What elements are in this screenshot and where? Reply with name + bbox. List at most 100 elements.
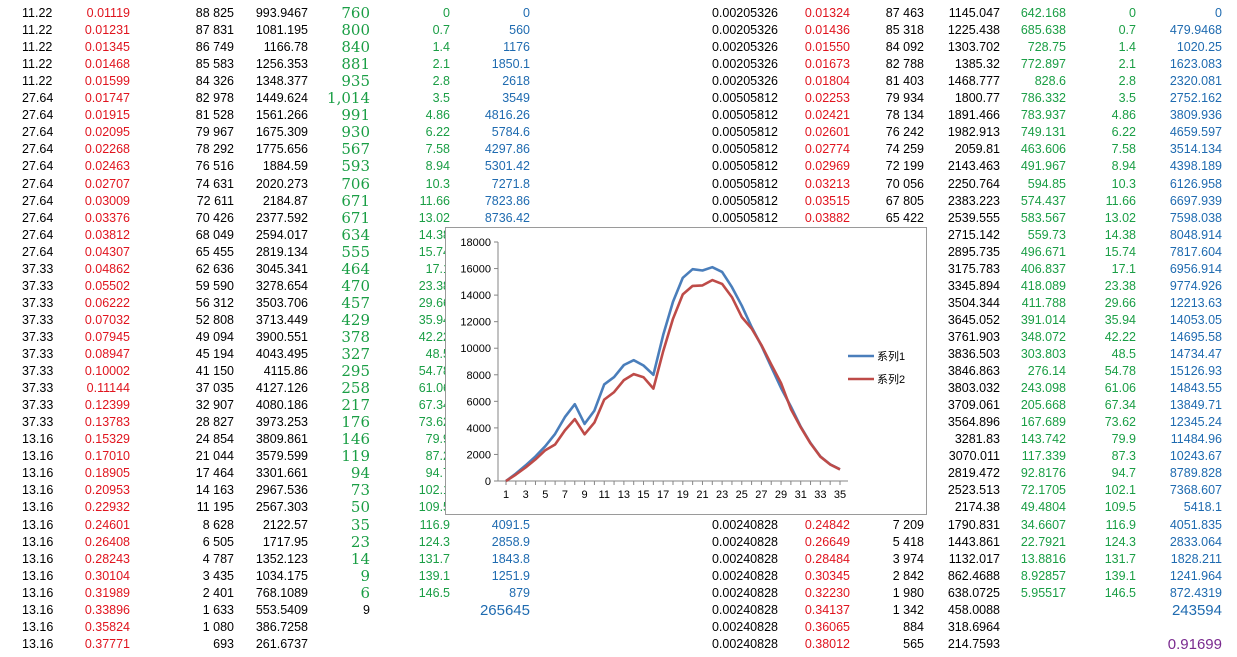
cell-h[interactable]: 0.00505812	[711, 210, 778, 225]
cell-g[interactable]: 4297.86	[484, 142, 530, 157]
cell-m[interactable]: 8.94	[1111, 159, 1136, 174]
cell-b[interactable]: 0.10002	[84, 364, 130, 379]
cell-g[interactable]: 560	[509, 23, 530, 38]
cell-j[interactable]: 76 242	[885, 125, 924, 140]
cell-a[interactable]: 13.16	[22, 585, 54, 600]
cell-f[interactable]: 131.7	[418, 551, 450, 566]
cell-n[interactable]: 0.91699	[1167, 635, 1222, 653]
cell-e[interactable]: 457	[341, 293, 370, 312]
cell-i[interactable]: 0.01550	[804, 40, 850, 55]
cell-m[interactable]: 2.8	[1118, 74, 1136, 89]
cell-h[interactable]: 0.00505812	[711, 91, 778, 106]
cell-n[interactable]: 4659.597	[1169, 125, 1222, 140]
cell-d[interactable]: 2020.273	[255, 176, 308, 191]
cell-g[interactable]: 879	[509, 585, 530, 600]
cell-a[interactable]: 13.16	[22, 466, 54, 481]
cell-k[interactable]: 638.0725	[947, 585, 1000, 600]
cell-a[interactable]: 37.33	[22, 261, 54, 276]
cell-i[interactable]: 0.03515	[804, 193, 850, 208]
cell-k[interactable]: 2715.142	[947, 227, 1000, 242]
cell-c[interactable]: 2 401	[202, 585, 234, 600]
cell-e[interactable]: 881	[341, 55, 370, 74]
cell-d[interactable]: 1081.195	[255, 23, 308, 38]
cell-g[interactable]: 1251.9	[491, 568, 530, 583]
cell-l[interactable]: 491.967	[1020, 159, 1066, 174]
cell-b[interactable]: 0.30104	[84, 568, 130, 583]
cell-i[interactable]: 0.01673	[804, 57, 850, 72]
cell-k[interactable]: 3836.503	[947, 347, 1000, 361]
cell-a[interactable]: 37.33	[22, 329, 54, 344]
cell-f[interactable]: 8.94	[425, 159, 450, 174]
cell-d[interactable]: 1449.624	[255, 91, 308, 106]
cell-j[interactable]: 65 422	[885, 210, 924, 225]
cell-e[interactable]: 295	[341, 362, 370, 381]
cell-e[interactable]: 6	[360, 583, 370, 602]
cell-k[interactable]: 3281.83	[954, 432, 1000, 447]
cell-d[interactable]: 4127.126	[255, 381, 308, 396]
cell-k[interactable]: 1225.438	[947, 23, 1000, 38]
cell-b[interactable]: 0.06222	[84, 295, 130, 310]
cell-e[interactable]: 800	[341, 21, 370, 40]
cell-f[interactable]: 54.78	[418, 364, 450, 379]
cell-l[interactable]: 49.4804	[1020, 500, 1066, 515]
cell-e[interactable]: 50	[350, 498, 370, 517]
cell-l[interactable]: 117.339	[1021, 449, 1066, 464]
cell-i[interactable]: 0.34137	[804, 602, 850, 617]
cell-n[interactable]: 6697.939	[1169, 193, 1222, 208]
cell-k[interactable]: 3709.061	[947, 398, 1000, 413]
cell-l[interactable]: 92.8176	[1020, 466, 1066, 481]
cell-a[interactable]: 27.64	[22, 176, 54, 191]
cell-l[interactable]: 303.803	[1020, 347, 1066, 361]
cell-a[interactable]: 27.64	[22, 193, 54, 208]
cell-m[interactable]: 42.22	[1104, 329, 1136, 344]
cell-a[interactable]: 13.16	[22, 568, 54, 583]
cell-m[interactable]: 35.94	[1104, 312, 1136, 327]
cell-j[interactable]: 1 342	[892, 602, 924, 617]
cell-n[interactable]: 13849.71	[1169, 398, 1222, 413]
cell-i[interactable]: 0.03213	[804, 176, 850, 191]
cell-d[interactable]: 4043.495	[255, 347, 308, 361]
cell-d[interactable]: 2594.017	[255, 227, 308, 242]
cell-m[interactable]: 17.1	[1111, 261, 1136, 276]
cell-i[interactable]: 0.02774	[804, 142, 850, 157]
cell-k[interactable]: 1891.466	[947, 108, 1000, 123]
cell-d[interactable]: 3503.706	[255, 295, 308, 310]
cell-l[interactable]: 749.131	[1020, 125, 1066, 140]
cell-b[interactable]: 0.13783	[84, 415, 130, 430]
cell-n[interactable]: 0	[1215, 6, 1222, 20]
cell-g[interactable]: 8736.42	[484, 210, 530, 225]
cell-f[interactable]: 79.9	[425, 432, 450, 447]
cell-g[interactable]: 1850.1	[491, 57, 530, 72]
cell-g[interactable]: 5784.6	[491, 125, 530, 140]
cell-k[interactable]: 1468.777	[947, 74, 1000, 89]
cell-j[interactable]: 67 805	[885, 193, 924, 208]
cell-b[interactable]: 0.33896	[84, 602, 130, 617]
cell-n[interactable]: 243594	[1171, 601, 1222, 619]
cell-c[interactable]: 82 978	[195, 91, 234, 106]
cell-g[interactable]: 2618	[502, 74, 530, 89]
cell-n[interactable]: 7817.604	[1169, 244, 1222, 259]
cell-a[interactable]: 13.16	[22, 636, 54, 651]
cell-b[interactable]: 0.08947	[84, 347, 130, 361]
cell-d[interactable]: 1348.377	[255, 74, 308, 89]
cell-n[interactable]: 479.9468	[1169, 23, 1222, 38]
cell-c[interactable]: 28 827	[195, 415, 234, 430]
cell-m[interactable]: 4.86	[1111, 108, 1136, 123]
cell-c[interactable]: 8 628	[202, 517, 234, 532]
cell-a[interactable]: 11.22	[22, 57, 53, 72]
cell-a[interactable]: 11.22	[22, 23, 53, 38]
cell-l[interactable]: 406.837	[1020, 261, 1066, 276]
cell-b[interactable]: 0.31989	[84, 585, 130, 600]
cell-b[interactable]: 0.01747	[84, 91, 130, 106]
cell-e[interactable]: 176	[341, 413, 370, 432]
cell-d[interactable]: 2819.134	[255, 244, 308, 259]
cell-f[interactable]: 42.22	[418, 329, 450, 344]
cell-i[interactable]: 0.01436	[804, 23, 850, 38]
cell-d[interactable]: 3045.341	[255, 261, 308, 276]
cell-b[interactable]: 0.04862	[84, 261, 130, 276]
cell-j[interactable]: 74 259	[885, 142, 924, 157]
cell-c[interactable]: 49 094	[195, 329, 234, 344]
cell-j[interactable]: 81 403	[885, 74, 924, 89]
cell-c[interactable]: 45 194	[195, 347, 234, 361]
cell-b[interactable]: 0.03376	[84, 210, 130, 225]
